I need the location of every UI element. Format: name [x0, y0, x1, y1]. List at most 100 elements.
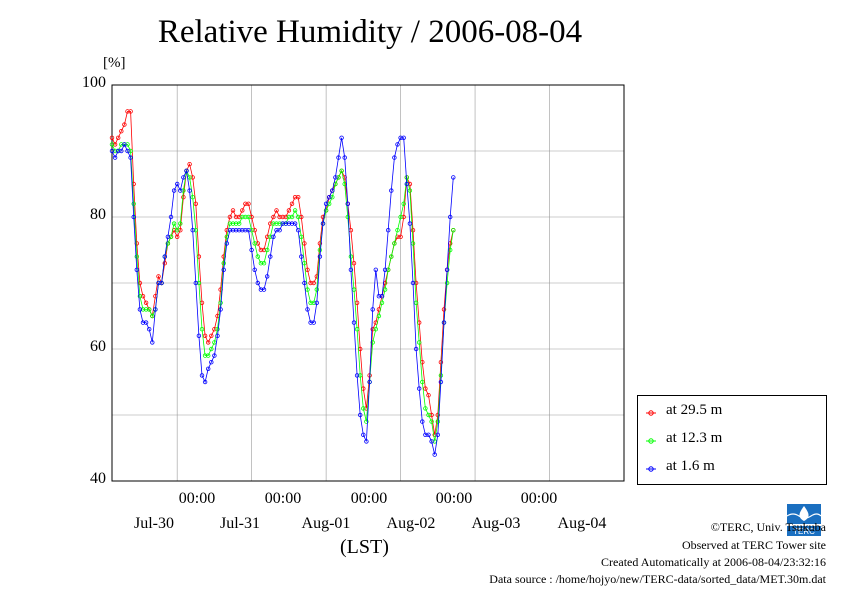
data-point [283, 214, 288, 220]
data-point [271, 234, 276, 239]
data-point [333, 175, 338, 180]
y-tick-label: 80 [90, 206, 106, 223]
data-point [153, 307, 158, 312]
data-point [373, 327, 378, 332]
data-point [165, 234, 171, 239]
legend-label: at 1.6 m [666, 458, 715, 474]
data-point [358, 412, 363, 418]
data-point [131, 214, 136, 220]
data-point [119, 142, 124, 147]
data-point [134, 254, 139, 259]
data-point [190, 175, 195, 180]
data-point [236, 227, 242, 233]
data-point [202, 379, 208, 385]
series-layer [109, 109, 456, 457]
data-point [274, 208, 279, 213]
data-point [426, 412, 431, 418]
data-point [233, 221, 239, 226]
data-point [174, 234, 180, 239]
data-point [410, 280, 416, 286]
y-tick-label: 40 [90, 470, 106, 487]
x-date-label: Jul-30 [134, 515, 174, 532]
data-point [392, 155, 397, 160]
data-point [299, 234, 304, 239]
data-point [314, 287, 319, 292]
data-point [376, 313, 382, 319]
logo-text: TERC [793, 527, 815, 536]
data-point [184, 168, 189, 173]
data-point [420, 379, 425, 385]
data-point [112, 148, 118, 154]
y-tick-label: 60 [90, 338, 106, 355]
data-point [134, 267, 139, 272]
data-point [174, 181, 180, 187]
legend: at 29.5 m at 12.3 m at 1.6 m [637, 395, 827, 485]
data-point [143, 307, 149, 312]
data-point [407, 188, 413, 193]
data-point [432, 452, 437, 457]
data-point [221, 267, 226, 272]
data-point [168, 214, 174, 220]
data-point [398, 234, 403, 239]
data-point [243, 201, 248, 206]
data-point [122, 122, 127, 127]
data-point [361, 432, 366, 437]
data-point [202, 333, 208, 338]
data-point [451, 175, 456, 180]
data-point [277, 221, 282, 226]
data-point [246, 201, 251, 206]
data-point [382, 287, 388, 292]
data-point [230, 227, 236, 233]
data-point [258, 247, 264, 253]
data-point [364, 439, 369, 444]
data-point [302, 241, 307, 246]
data-point [119, 128, 124, 134]
data-point [252, 241, 257, 246]
data-point [376, 294, 382, 299]
data-point [171, 188, 177, 193]
data-point [193, 227, 198, 233]
data-point [174, 227, 180, 233]
data-point [451, 227, 456, 233]
data-point [125, 142, 130, 147]
data-point [435, 432, 440, 437]
x-date-label: Jul-31 [220, 515, 260, 532]
data-point [212, 353, 217, 358]
data-point [236, 214, 242, 220]
data-point [156, 274, 161, 279]
data-point [379, 294, 385, 299]
data-point [187, 161, 192, 167]
data-point [128, 109, 133, 114]
data-point [128, 148, 133, 154]
data-point [438, 360, 444, 365]
legend-item-29m: at 29.5 m [646, 402, 722, 422]
data-point [444, 267, 450, 272]
data-point [373, 267, 378, 272]
data-point [261, 261, 267, 266]
data-point [119, 148, 124, 154]
data-point [386, 267, 391, 272]
data-point [299, 254, 304, 259]
data-point [277, 214, 282, 220]
data-point [358, 373, 363, 378]
series-line [111, 143, 454, 442]
data-point [308, 320, 313, 325]
data-point [389, 254, 394, 259]
data-point [209, 360, 214, 365]
data-point [112, 142, 118, 147]
data-point [199, 327, 205, 332]
data-point [196, 280, 202, 286]
data-point [441, 320, 447, 325]
data-point [302, 280, 307, 286]
data-point [351, 320, 357, 325]
data-point [230, 221, 236, 226]
x-time-label: 00:00 [350, 490, 388, 507]
x-date-label: Aug-01 [301, 515, 351, 532]
data-point [252, 267, 257, 272]
data-point [283, 221, 288, 226]
data-point [423, 432, 428, 437]
data-point [423, 406, 428, 411]
data-point [233, 227, 239, 233]
footer-copyright: ©TERC, Univ. Tsukuba [710, 520, 826, 534]
data-point [417, 340, 422, 345]
